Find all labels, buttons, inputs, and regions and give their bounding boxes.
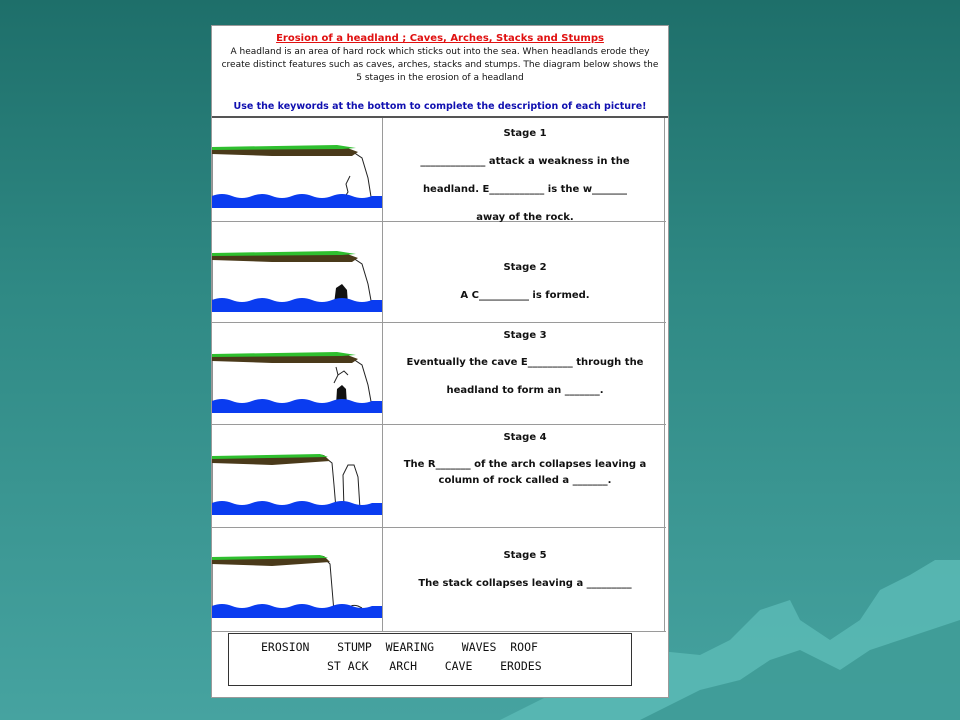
keyword-line: ST ACK ARCH CAVE ERODES (327, 659, 542, 673)
stage-text-line: headland to form an _______. (446, 385, 604, 396)
intro-line: A headland is an area of hard rock which… (230, 47, 650, 57)
intro-line: 5 stages in the erosion of a headland (356, 73, 524, 83)
stage-3-description: Stage 3 Eventually the cave E_________ t… (384, 323, 666, 424)
stage-label: Stage 4 (503, 432, 547, 443)
stage-row-3: Stage 3 Eventually the cave E_________ t… (212, 323, 666, 425)
stage-label: Stage 5 (503, 550, 547, 561)
stage-label: Stage 3 (503, 330, 547, 341)
intro-text: A headland is an area of hard rock which… (218, 46, 662, 85)
stage-1-picture (212, 118, 383, 221)
stage-text-line: Eventually the cave E_________ through t… (406, 357, 644, 368)
stage-4-description: Stage 4 The R_______ of the arch collaps… (384, 425, 666, 527)
stage-text-line: The stack collapses leaving a _________ (418, 578, 632, 589)
worksheet-header: Erosion of a headland ; Caves, Arches, S… (212, 26, 668, 118)
stage-4-picture (212, 425, 383, 527)
stage-row-4: Stage 4 The R_______ of the arch collaps… (212, 425, 666, 528)
intro-line: create distinct features such as caves, … (221, 60, 659, 70)
stage-label: Stage 1 (503, 128, 547, 139)
stage-1-description: Stage 1 _____________ attack a weakness … (384, 118, 666, 223)
stage-5-description: Stage 5 The stack collapses leaving a __… (384, 528, 666, 631)
worksheet-title: Erosion of a headland ; Caves, Arches, S… (276, 33, 604, 44)
stage-text-line: The R_______ of the arch collapses leavi… (403, 459, 647, 470)
stage-text-line: _____________ attack a weakness in the (420, 156, 630, 167)
stage-row-2: Stage 2 A C__________ is formed. (212, 222, 666, 323)
stage-text-line: A C__________ is formed. (460, 290, 590, 301)
stage-label: Stage 2 (503, 262, 547, 273)
instruction-text: Use the keywords at the bottom to comple… (233, 101, 647, 112)
stage-3-picture (212, 323, 383, 424)
header-divider (212, 116, 668, 118)
stage-text-line: away of the rock. (476, 212, 574, 223)
stage-2-picture (212, 222, 383, 322)
stage-text-line: column of rock called a _______. (438, 475, 612, 486)
table-border (664, 118, 665, 632)
keyword-box: EROSION STUMP WEARING WAVES ROOF ST ACK … (228, 633, 632, 686)
stage-text-line: headland. E___________ is the w_______ (422, 184, 628, 195)
keyword-line: EROSION STUMP WEARING WAVES ROOF (261, 640, 538, 654)
stage-row-5: Stage 5 The stack collapses leaving a __… (212, 528, 666, 632)
stage-2-description: Stage 2 A C__________ is formed. (384, 222, 666, 322)
stage-5-picture (212, 528, 383, 631)
worksheet: Erosion of a headland ; Caves, Arches, S… (211, 25, 669, 698)
stage-row-1: Stage 1 _____________ attack a weakness … (212, 118, 666, 223)
